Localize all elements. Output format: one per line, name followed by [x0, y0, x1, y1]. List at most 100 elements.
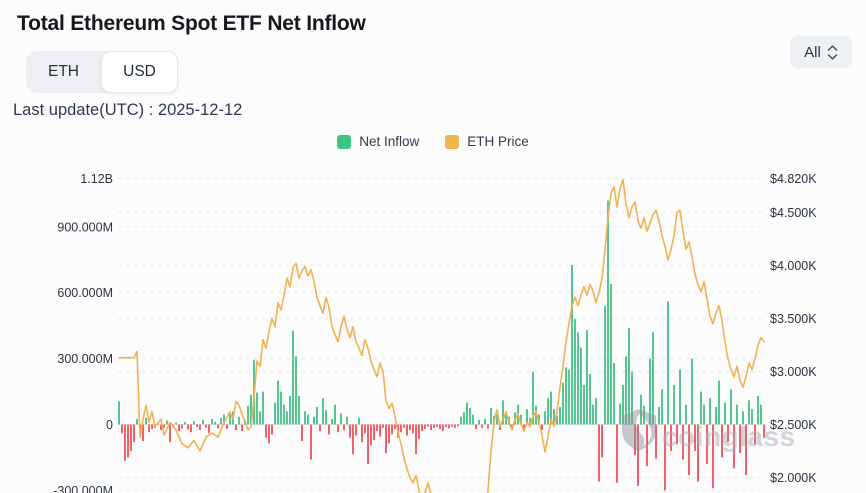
inflow-bar [601, 424, 603, 458]
inflow-bar [349, 424, 351, 438]
inflow-bar [502, 400, 504, 425]
eth-price-swatch [445, 134, 460, 149]
net-inflow-bars [118, 200, 765, 491]
inflow-bar [343, 424, 345, 430]
legend-item-net-inflow[interactable]: Net Inflow [337, 134, 419, 149]
inflow-bar [148, 424, 150, 433]
inflow-bar [682, 424, 684, 460]
inflow-bar [667, 301, 669, 425]
inflow-bar [310, 424, 312, 460]
inflow-bar [340, 413, 342, 425]
left-axis-tick: 0 [106, 418, 113, 432]
inflow-bar [460, 416, 462, 425]
inflow-bar [133, 424, 135, 443]
inflow-bar [163, 424, 165, 428]
inflow-bar [226, 424, 228, 429]
inflow-bar [151, 424, 153, 429]
inflow-bar [184, 421, 186, 425]
watermark-logo-icon [622, 409, 656, 451]
inflow-bar [658, 406, 660, 425]
inflow-bar [208, 424, 210, 434]
inflow-bar [379, 424, 381, 437]
right-axis-tick: $4.500K [770, 206, 817, 220]
inflow-bar [211, 419, 213, 425]
inflow-bar [289, 395, 291, 425]
inflow-bar [385, 424, 387, 454]
inflow-bar [664, 424, 666, 491]
inflow-bar [703, 404, 705, 425]
inflow-bar [283, 404, 285, 425]
inflow-bar [142, 424, 144, 441]
inflow-bar [496, 411, 498, 425]
left-axis-tick: 900.000M [57, 220, 113, 234]
inflow-bar [391, 424, 393, 435]
inflow-bar [619, 403, 621, 425]
inflow-bar [631, 371, 633, 425]
legend-item-eth-price[interactable]: ETH Price [445, 134, 529, 149]
inflow-bar [511, 424, 513, 429]
inflow-bar [259, 411, 261, 425]
inflow-bar [307, 414, 309, 425]
last-update: Last update(UTC) : 2025-12-12 [13, 101, 243, 119]
inflow-bar [577, 332, 579, 425]
inflow-bar [697, 424, 699, 482]
inflow-bar [436, 424, 438, 427]
left-axis-tick: -300.000M [53, 484, 113, 493]
toggle-eth[interactable]: ETH [26, 51, 101, 93]
inflow-bar [640, 394, 642, 425]
inflow-bar [466, 402, 468, 425]
inflow-bar [757, 395, 759, 425]
inflow-bar [622, 385, 624, 425]
inflow-bar [694, 424, 696, 451]
inflow-bar [193, 421, 195, 425]
inflow-bar [301, 424, 303, 441]
inflow-bar [544, 411, 546, 425]
right-axis-tick: $3.000K [770, 365, 817, 379]
inflow-bar [469, 408, 471, 425]
inflow-bar [463, 412, 465, 425]
right-axis-tick: $2.000K [770, 471, 817, 485]
inflow-bar [727, 424, 729, 443]
range-select[interactable]: All [790, 36, 852, 68]
inflow-bar [739, 424, 741, 454]
left-axis-tick: 600.000M [57, 286, 113, 300]
inflow-bar [292, 330, 294, 425]
inflow-bar [238, 416, 240, 425]
inflow-bar [613, 363, 615, 425]
inflow-bar [598, 424, 600, 482]
legend-label: Net Inflow [359, 134, 420, 149]
inflow-bar [607, 200, 609, 425]
inflow-bar [745, 424, 747, 475]
inflow-bar [487, 424, 489, 429]
inflow-bar [649, 358, 651, 425]
inflow-bar [736, 404, 738, 425]
left-axis-tick: 300.000M [57, 352, 113, 366]
toggle-usd[interactable]: USD [101, 51, 178, 93]
inflow-bar [355, 424, 357, 436]
inflow-bar [580, 347, 582, 425]
inflow-bar [277, 380, 279, 425]
inflow-bar [406, 424, 408, 436]
inflow-bar [262, 391, 264, 425]
inflow-bar [403, 424, 405, 428]
inflow-bar [715, 406, 717, 425]
inflow-bar [214, 421, 216, 425]
inflow-bar [628, 327, 630, 425]
inflow-bar [691, 358, 693, 425]
inflow-bar [415, 424, 417, 455]
inflow-bar [427, 424, 429, 427]
inflow-bar [478, 420, 480, 425]
left-axis-tick: 1.12B [80, 172, 113, 186]
inflow-bar [610, 283, 612, 425]
inflow-bar [328, 424, 330, 435]
inflow-bar [175, 422, 177, 425]
page-title: Total Ethereum Spot ETF Net Inflow [17, 12, 366, 35]
inflow-bar [451, 424, 453, 427]
inflow-bar [574, 319, 576, 425]
inflow-bar [547, 398, 549, 425]
inflow-bar [337, 424, 339, 433]
inflow-bar [592, 404, 594, 425]
inflow-bar [313, 416, 315, 425]
